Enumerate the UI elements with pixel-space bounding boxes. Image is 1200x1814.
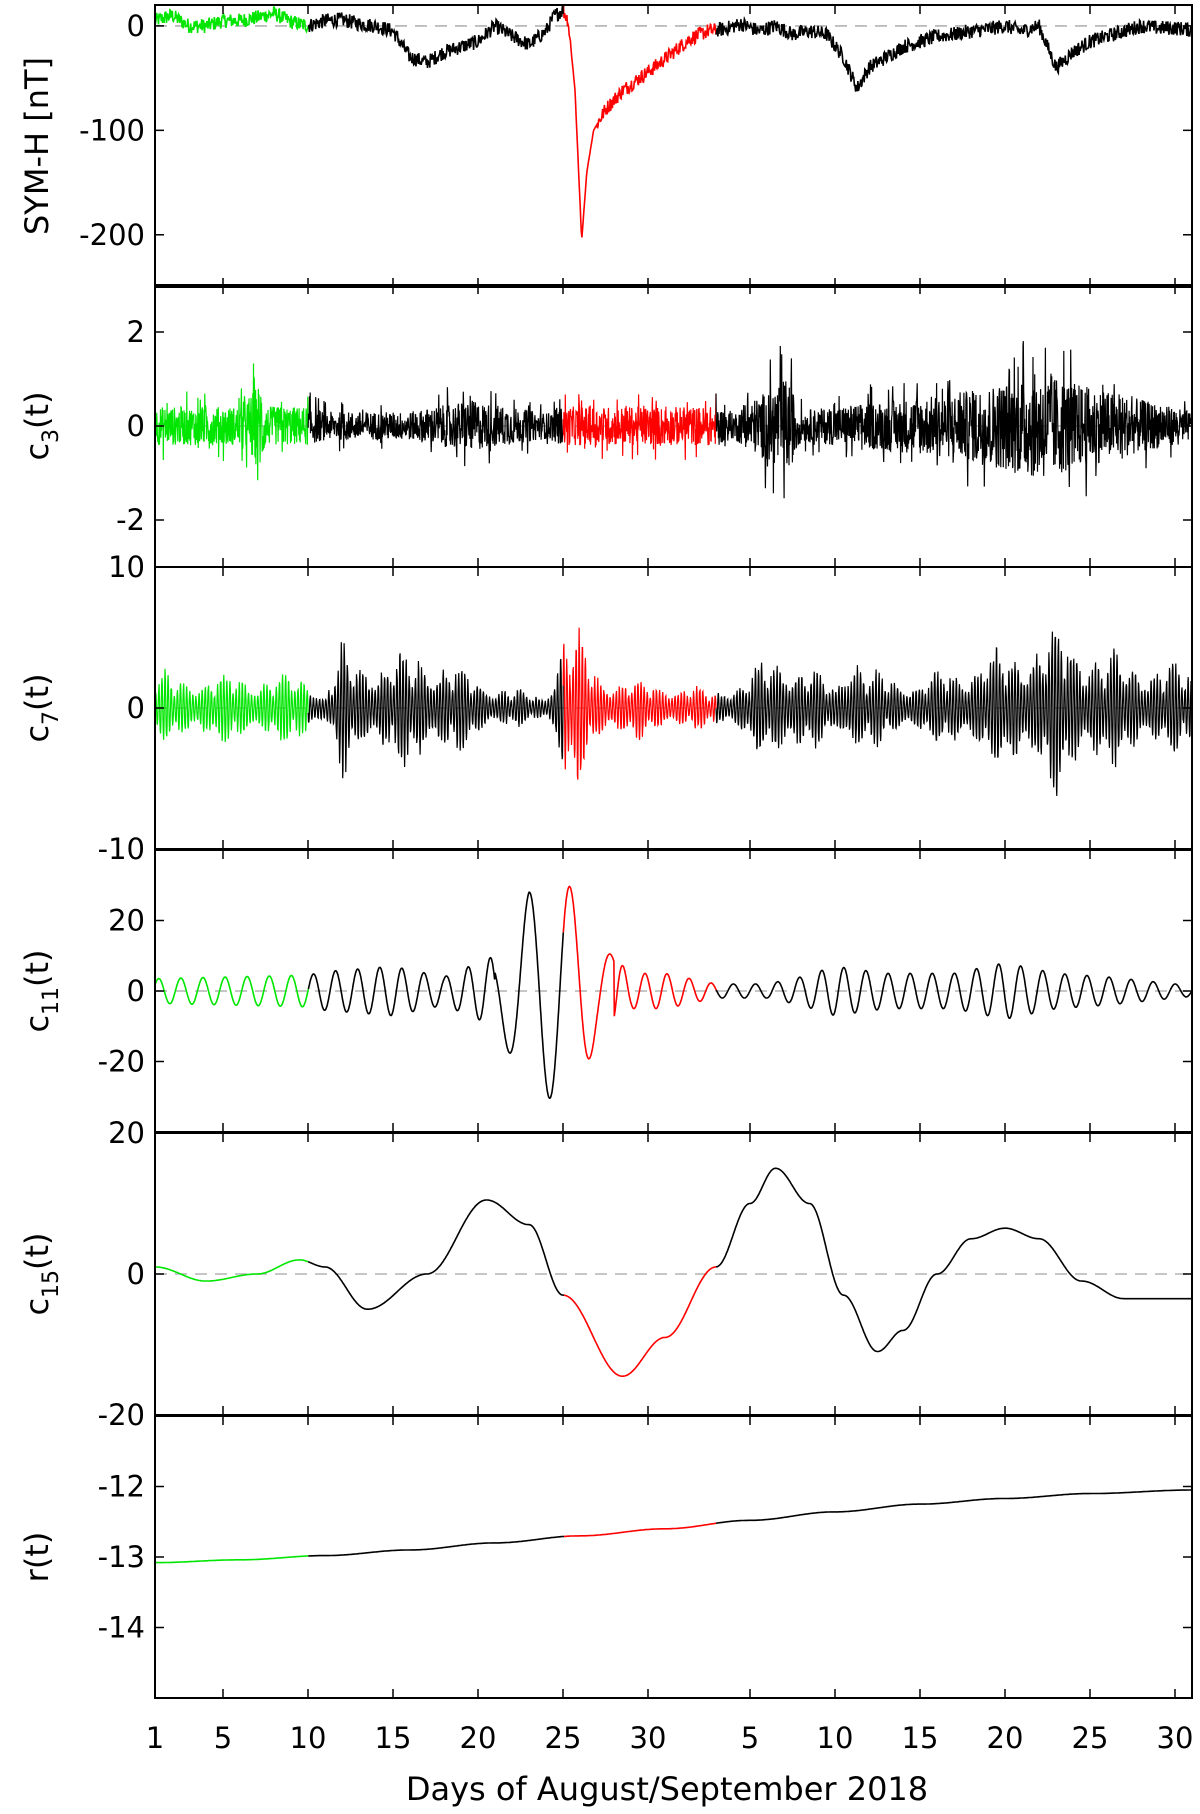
series-line (715, 1167, 1192, 1353)
y-tick-label: 0 (127, 409, 145, 443)
x-tick-label: 1 (146, 1721, 164, 1755)
y-tick-label: -14 (98, 1611, 145, 1645)
x-tick-label: 5 (214, 1721, 232, 1755)
x-tick-label: 10 (817, 1721, 854, 1755)
y-tick-label: 0 (127, 1257, 145, 1291)
panel-r: -12 -13 -14 r(t) (18, 1415, 1193, 1699)
x-tick-label: 15 (902, 1721, 939, 1755)
series-trace (155, 1489, 1192, 1564)
series-line (155, 668, 309, 743)
panel-c15: 20 0 -20 c15(t) (18, 1116, 1193, 1432)
y-axis-label: r(t) (18, 1532, 56, 1583)
series-line (563, 1266, 717, 1377)
series-trace (155, 885, 1192, 1099)
plot-frame (154, 1415, 1193, 1699)
series-line (307, 642, 564, 779)
y-axis-label: c7(t) (18, 673, 64, 742)
x-tick-label: 30 (630, 1721, 667, 1755)
panel-c3: 2 0 -2 c3(t) (18, 284, 1193, 568)
y-tick-label: -2 (116, 503, 145, 537)
y-tick-label: -200 (79, 218, 145, 252)
series-line (155, 363, 309, 481)
series-trace (155, 1167, 1192, 1377)
series-line (155, 1259, 309, 1282)
series-line (715, 341, 1192, 499)
series-trace (155, 6, 1192, 238)
y-tick-label: -20 (98, 1398, 145, 1432)
y-tick-label: -13 (98, 1540, 145, 1574)
series-line (307, 891, 565, 1099)
panel-c11: 20 0 -20 c11(t) (18, 849, 1193, 1133)
x-tick-label: 15 (375, 1721, 412, 1755)
series-line (562, 6, 717, 238)
y-tick-label: 20 (108, 904, 145, 938)
series-line (715, 631, 1192, 797)
y-tick-label: -100 (79, 113, 145, 147)
y-axis-label: c15(t) (18, 1232, 64, 1315)
series-line (307, 6, 565, 69)
series-line (307, 387, 564, 467)
y-tick-label: 0 (127, 691, 145, 725)
y-tick-label: 2 (127, 315, 145, 349)
series-line (562, 627, 717, 780)
x-tick-label: 30 (1157, 1721, 1194, 1755)
x-tick-label: 25 (1072, 1721, 1109, 1755)
x-tick-label: 20 (460, 1721, 497, 1755)
y-axis-label: c11(t) (18, 949, 64, 1032)
series-line (307, 1199, 565, 1310)
x-tick-label: 10 (290, 1721, 327, 1755)
y-tick-label: 10 (108, 550, 145, 584)
y-tick-label: 20 (108, 1116, 145, 1150)
y-tick-label: -10 (98, 832, 145, 866)
series-line (155, 6, 309, 34)
panel-c7: 10 0 -10 c7(t) (18, 550, 1193, 866)
y-tick-label: -12 (98, 1470, 145, 1504)
y-axis-label: SYM-H [nT] (18, 57, 56, 235)
series-trace (155, 341, 1192, 499)
panel-sym-h: 0 -100 -200 SYM-H [nT] (18, 4, 1193, 288)
y-tick-label: -20 (98, 1045, 145, 1079)
x-axis-label: Days of August/September 2018 (406, 1770, 928, 1808)
x-tick-labels: 1 5 10 15 20 25 30 5 10 15 20 25 30 (146, 1721, 1194, 1755)
series-line (562, 393, 717, 460)
y-tick-label: 0 (127, 9, 145, 43)
series-line (716, 1489, 1192, 1524)
series-trace (155, 627, 1192, 797)
series-line (715, 15, 1192, 92)
series-line (715, 963, 1192, 1020)
series-line (155, 1555, 309, 1564)
y-axis-label: c3(t) (18, 391, 64, 460)
series-line (155, 974, 310, 1008)
x-tick-label: 5 (741, 1721, 759, 1755)
x-tick-label: 25 (545, 1721, 582, 1755)
series-line (564, 1522, 717, 1538)
x-tick-label: 20 (987, 1721, 1024, 1755)
plot-frame (154, 4, 1193, 288)
series-line (562, 885, 717, 1060)
series-line (308, 1535, 565, 1557)
y-tick-label: 0 (127, 974, 145, 1008)
